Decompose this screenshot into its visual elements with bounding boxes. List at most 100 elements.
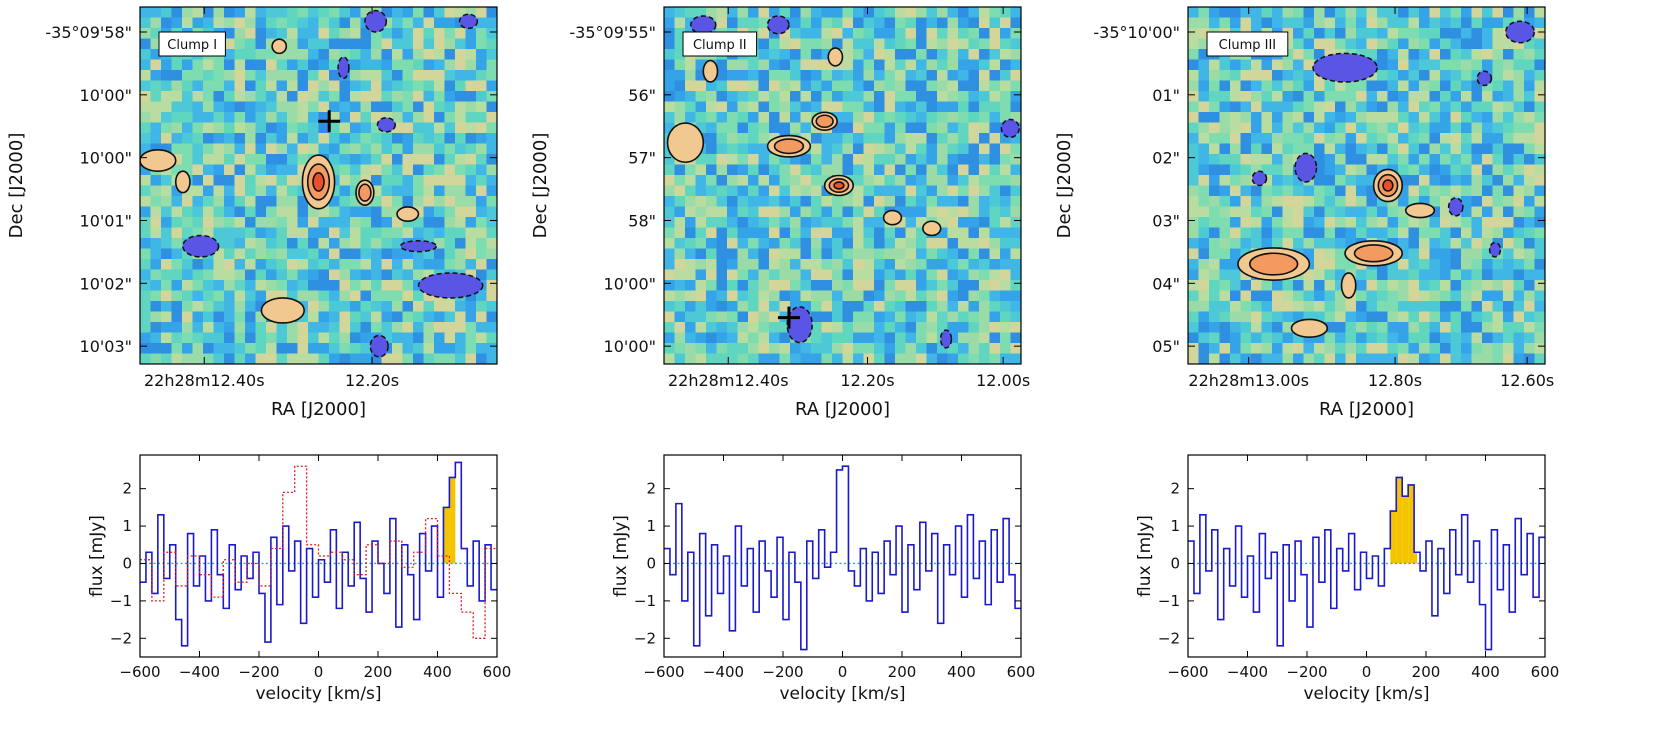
map-pixel xyxy=(1261,311,1273,323)
map-pixel xyxy=(758,206,770,218)
map-pixel xyxy=(727,17,739,29)
map-pixel xyxy=(297,38,309,50)
map-pixel xyxy=(947,353,959,364)
map-pixel xyxy=(287,227,299,239)
map-pixel xyxy=(863,259,875,271)
map-pixel xyxy=(685,332,697,344)
map-pixel xyxy=(276,280,288,292)
map-pixel xyxy=(1188,343,1200,355)
map-pixel xyxy=(234,143,246,155)
map-pixel xyxy=(465,164,477,176)
map-pixel xyxy=(213,112,225,124)
map-pixel xyxy=(1209,70,1221,82)
map-pixel xyxy=(234,70,246,82)
map-pixel xyxy=(958,238,970,250)
map-pixel xyxy=(842,164,854,176)
map-pixel xyxy=(874,206,886,218)
map-pixel xyxy=(1461,101,1473,113)
map-pixel xyxy=(1303,7,1315,19)
map-pixel xyxy=(916,227,928,239)
map-pixel xyxy=(1482,122,1494,134)
map-pixel xyxy=(360,164,372,176)
map-pixel xyxy=(937,269,949,281)
negative-contour xyxy=(1476,70,1493,87)
map-pixel xyxy=(905,91,917,103)
map-pixel xyxy=(297,70,309,82)
map-pixel xyxy=(916,80,928,92)
map-pixel xyxy=(192,353,204,364)
map-pixel xyxy=(905,353,917,364)
map-pixel xyxy=(486,175,497,187)
map-pixel xyxy=(769,269,781,281)
map-pixel xyxy=(811,227,823,239)
map-pixel xyxy=(674,217,686,229)
map-pixel xyxy=(1482,133,1494,145)
map-pixel xyxy=(1482,91,1494,103)
map-pixel xyxy=(863,101,875,113)
map-pixel xyxy=(1000,28,1012,40)
map-pixel xyxy=(1377,91,1389,103)
map-pixel xyxy=(1303,269,1315,281)
map-pixel xyxy=(958,17,970,29)
map-pixel xyxy=(329,280,341,292)
map-pixel xyxy=(192,196,204,208)
negative-contour xyxy=(1251,170,1268,187)
map-pixel xyxy=(255,175,267,187)
map-pixel xyxy=(476,227,488,239)
map-pixel xyxy=(371,206,383,218)
map-pixel xyxy=(769,122,781,134)
map-pixel xyxy=(203,133,215,145)
map-pixel xyxy=(790,49,802,61)
map-pixel xyxy=(1534,133,1545,145)
map-pixel xyxy=(213,185,225,197)
map-pixel xyxy=(1492,80,1504,92)
map-pixel xyxy=(695,112,707,124)
map-pixel xyxy=(1356,185,1368,197)
x-axis-label: RA [J2000] xyxy=(795,399,890,420)
map-pixel xyxy=(245,122,257,134)
negative-contour xyxy=(182,234,220,258)
map-pixel xyxy=(1261,80,1273,92)
map-pixel xyxy=(1198,280,1210,292)
map-pixel xyxy=(989,49,1001,61)
map-pixel xyxy=(234,280,246,292)
map-pixel xyxy=(748,80,760,92)
map-pixel xyxy=(1408,301,1420,313)
map-pixel xyxy=(318,248,330,260)
map-pixel xyxy=(182,280,194,292)
map-pixel xyxy=(727,59,739,71)
map-pixel xyxy=(255,49,267,61)
map-pixel xyxy=(392,290,404,302)
map-pixel xyxy=(863,301,875,313)
map-pixel xyxy=(716,17,728,29)
map-pixel xyxy=(832,206,844,218)
map-pixel xyxy=(905,80,917,92)
highlight-bar xyxy=(1408,484,1415,564)
map-pixel xyxy=(968,164,980,176)
map-pixel xyxy=(779,206,791,218)
map-pixel xyxy=(1303,112,1315,124)
map-pixel xyxy=(245,259,257,271)
map-pixel xyxy=(937,238,949,250)
map-pixel xyxy=(1408,143,1420,155)
map-pixel xyxy=(821,49,833,61)
map-pixel xyxy=(779,154,791,166)
map-pixel xyxy=(245,70,257,82)
map-pixel xyxy=(1261,59,1273,71)
map-pixel xyxy=(937,217,949,229)
map-pixel xyxy=(779,248,791,260)
map-pixel xyxy=(486,7,497,19)
map-pixel xyxy=(1398,238,1410,250)
map-pixel xyxy=(140,80,152,92)
map-pixel xyxy=(1387,38,1399,50)
map-pixel xyxy=(1230,175,1242,187)
map-pixel xyxy=(895,38,907,50)
map-pixel xyxy=(1282,91,1294,103)
map-pixel xyxy=(1324,322,1336,334)
map-pixel xyxy=(832,91,844,103)
map-pixel xyxy=(863,133,875,145)
map-pixel xyxy=(1261,91,1273,103)
map-pixel xyxy=(1524,238,1536,250)
map-pixel xyxy=(150,175,162,187)
map-pixel xyxy=(1209,112,1221,124)
